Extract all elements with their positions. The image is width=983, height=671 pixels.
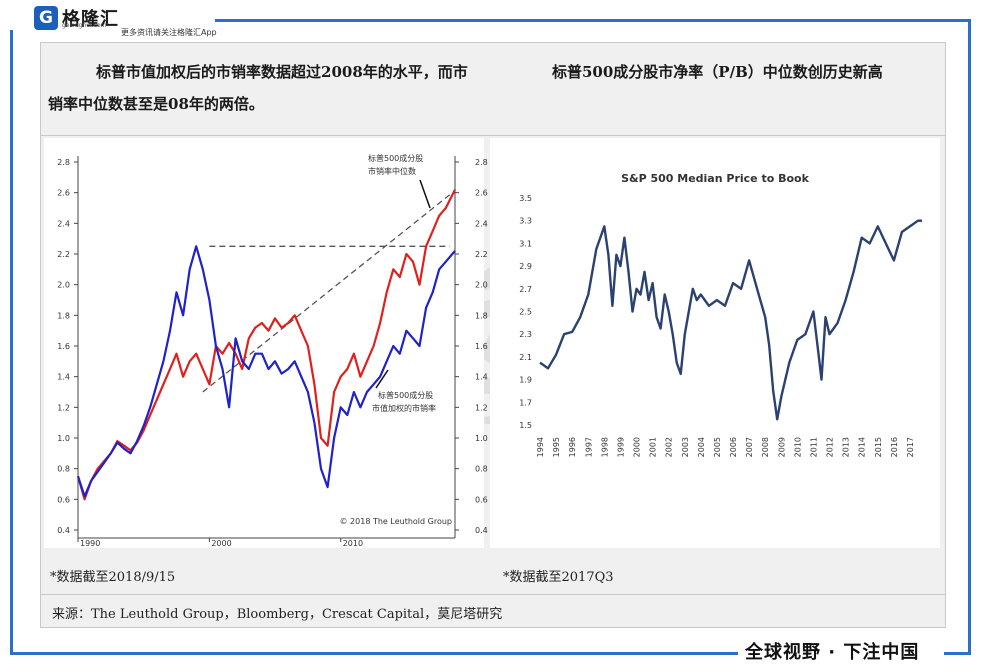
annotation-median-line1: 标普500成分股 [368, 153, 423, 163]
right-x-tick-label: 2009 [777, 437, 786, 457]
right-y-tick-label: 1.5 [519, 421, 532, 430]
right-y-tick-label: 2.3 [519, 330, 532, 339]
left-y2-tick-label: 0.6 [475, 495, 488, 504]
right-y-tick-label: 2.9 [519, 262, 532, 271]
left-y-tick-label: 1.6 [57, 342, 70, 351]
left-y-tick-label: 2.0 [57, 281, 70, 290]
header-right-text: 标普500成分股市净率（P/B）中位数创历史新高 [552, 63, 883, 81]
right-x-tick-label: 1996 [568, 437, 577, 457]
left-y2-tick-label: 2.8 [475, 158, 488, 167]
left-y2-tick-label: 2.0 [475, 281, 488, 290]
left-y-tick-label: 2.4 [57, 219, 70, 228]
right-x-tick-label: 2012 [826, 437, 835, 457]
slogan: 全球视野 · 下注中国 [745, 642, 920, 663]
right-x-tick-label: 2005 [713, 437, 722, 457]
right-y-tick-label: 2.1 [519, 353, 532, 362]
note-right: *数据截至2017Q3 [503, 570, 614, 585]
right-y-tick-label: 3.1 [519, 239, 532, 248]
brand-url: gelonghui.com [62, 22, 107, 29]
left-y-tick-label: 2.6 [57, 189, 70, 198]
right-x-tick-label: 1999 [616, 437, 625, 457]
frame-top-border [215, 19, 971, 22]
right-x-tick-label: 2017 [906, 437, 915, 457]
logo-g-icon: G [34, 6, 58, 30]
annotation-median-line2: 市销率中位数 [368, 166, 416, 176]
brand-logo[interactable]: G 格隆汇 [34, 5, 119, 31]
right-x-tick-label: 2004 [697, 437, 706, 457]
left-chart-background [44, 138, 484, 548]
right-x-tick-label: 2016 [890, 437, 899, 457]
footer-divider [40, 594, 946, 595]
annotation-median-arrow [419, 179, 431, 209]
left-y-tick-label: 0.8 [57, 465, 70, 474]
left-y-tick-label: 1.4 [57, 373, 70, 382]
right-x-tick-label: 2006 [729, 437, 738, 457]
right-x-tick-label: 2010 [793, 437, 802, 457]
right-x-tick-label: 2002 [665, 437, 674, 457]
right-y-tick-label: 2.7 [519, 285, 532, 294]
series-cap-weighted-line [76, 245, 456, 498]
left-y2-tick-label: 1.2 [475, 403, 488, 412]
note-left: *数据截至2018/9/15 [50, 570, 176, 585]
annotation-cap-line1: 标普500成分股 [378, 390, 433, 400]
right-x-tick-label: 2003 [681, 437, 690, 457]
left-y2-tick-label: 1.0 [475, 434, 488, 443]
header-left-text: 标普市值加权后的市销率数据超过2008年的水平，而市销率中位数甚至是08年的两倍… [48, 63, 468, 113]
right-y-tick-label: 3.5 [519, 194, 532, 203]
series-median-line [76, 189, 456, 501]
right-x-tick-label: 2015 [874, 437, 883, 457]
brand-name: 格隆汇 [62, 9, 119, 30]
right-x-tick-label: 2008 [761, 437, 770, 457]
right-x-tick-label: 2013 [842, 437, 851, 457]
frame-right-border [968, 19, 971, 655]
right-chart-background [490, 138, 940, 548]
left-y-tick-label: 1.0 [57, 434, 70, 443]
brand-tagline: 更多资讯请关注格隆汇App [121, 28, 217, 37]
left-y2-tick-label: 2.2 [475, 250, 488, 259]
annotation-cap-line2: 市值加权的市销率 [372, 403, 436, 413]
right-y-tick-label: 1.7 [519, 398, 532, 407]
right-y-tick-label: 2.5 [519, 308, 532, 317]
left-x-tick-label: 1990 [80, 539, 100, 548]
right-x-tick-label: 1998 [600, 437, 609, 457]
annotation-cap-arrow [375, 369, 389, 389]
series-price-to-book-line [539, 219, 922, 421]
frame-bottom-border-right [944, 652, 971, 655]
left-x-tick-label: 2000 [211, 539, 231, 548]
right-x-tick-label: 2014 [858, 437, 867, 457]
right-y-tick-label: 1.9 [519, 376, 532, 385]
source-text: 来源：The Leuthold Group，Bloomberg，Crescat … [52, 607, 503, 622]
right-y-tick-label: 3.3 [519, 217, 532, 226]
right-x-tick-label: 2000 [633, 437, 642, 457]
frame-bottom-border [10, 652, 738, 655]
right-chart: S&P 500 Median Price to Book 1.5 1.7 1.9 2.1… [519, 172, 922, 457]
header-divider [40, 135, 946, 136]
left-y2-tick-label: 2.4 [475, 219, 488, 228]
right-x-tick-label: 1997 [584, 437, 593, 457]
left-y2-tick-label: 0.8 [475, 465, 488, 474]
right-x-tick-label: 2007 [745, 437, 754, 457]
left-y-tick-label: 1.8 [57, 311, 70, 320]
frame-left-border [10, 30, 13, 655]
left-y2-tick-label: 1.4 [475, 373, 488, 382]
right-x-tick-label: 1995 [552, 437, 561, 457]
right-x-tick-label: 2011 [809, 437, 818, 457]
right-x-tick-label: 2001 [649, 437, 658, 457]
left-y2-tick-label: 0.4 [475, 526, 488, 535]
copyright-label: © 2018 The Leuthold Group [340, 517, 452, 526]
left-y-tick-label: 2.8 [57, 158, 70, 167]
left-y2-tick-label: 1.6 [475, 342, 488, 351]
left-y2-tick-label: 2.6 [475, 189, 488, 198]
left-y-tick-label: 2.2 [57, 250, 70, 259]
left-y-tick-label: 0.4 [57, 526, 70, 535]
left-y2-tick-label: 1.8 [475, 311, 488, 320]
left-x-tick-label: 2010 [343, 539, 363, 548]
right-x-tick-label: 1994 [536, 437, 545, 457]
left-y-tick-label: 1.2 [57, 403, 70, 412]
right-chart-title: S&P 500 Median Price to Book [621, 172, 810, 185]
left-chart: 0.4 0.4 0.6 0.6 0.8 0.8 1.0 1.0 1.2 1.2 1.4 1.4 1.6 1… [57, 153, 487, 548]
left-y-tick-label: 0.6 [57, 495, 70, 504]
